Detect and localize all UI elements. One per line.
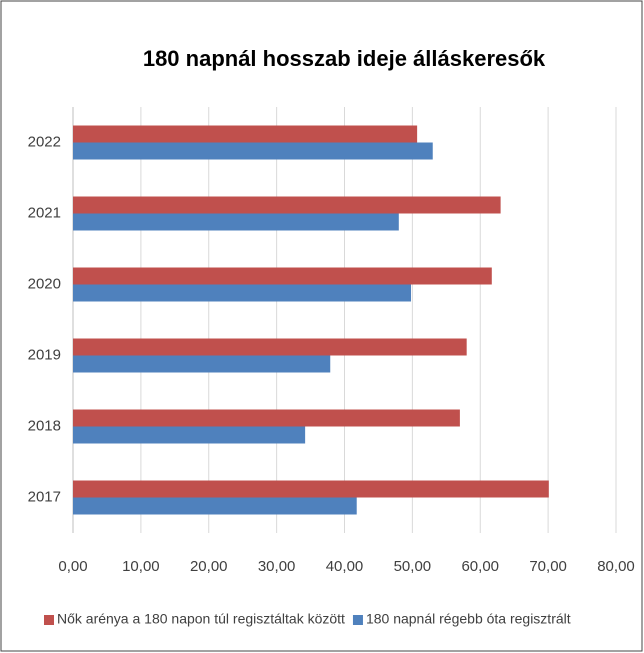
x-tick-label: 50,00 xyxy=(394,558,432,575)
x-tick-label: 70,00 xyxy=(529,558,567,575)
y-tick-label: 2019 xyxy=(28,346,61,363)
bar xyxy=(73,426,306,444)
bar xyxy=(73,125,418,143)
bar xyxy=(73,338,467,356)
bar xyxy=(73,142,433,160)
x-tick-label: 40,00 xyxy=(326,558,364,575)
legend-swatch xyxy=(352,615,363,625)
y-tick-label: 2018 xyxy=(28,417,61,434)
y-tick-label: 2020 xyxy=(28,275,61,292)
legend-label: Nők arénya a 180 napon túl regisztáltak … xyxy=(57,611,345,627)
legend-label: 180 napnál régebb óta regisztrált xyxy=(366,611,571,627)
bar xyxy=(73,497,357,515)
bar xyxy=(73,196,501,214)
bar xyxy=(73,480,549,498)
chart-title: 180 napnál hosszab ideje álláskeresők xyxy=(143,46,546,71)
x-tick-label: 10,00 xyxy=(122,558,160,575)
y-tick-label: 2017 xyxy=(28,488,61,505)
x-tick-label: 80,00 xyxy=(597,558,635,575)
bar xyxy=(73,355,331,373)
x-tick-label: 0,00 xyxy=(58,558,87,575)
y-tick-label: 2022 xyxy=(28,133,61,150)
bar xyxy=(73,409,460,427)
x-tick-label: 30,00 xyxy=(258,558,296,575)
legend-swatch xyxy=(44,615,54,625)
y-tick-label: 2021 xyxy=(28,204,61,221)
bar xyxy=(73,213,399,231)
bar xyxy=(73,267,492,285)
bar xyxy=(73,284,412,302)
x-tick-label: 60,00 xyxy=(461,558,499,575)
x-tick-label: 20,00 xyxy=(190,558,228,575)
